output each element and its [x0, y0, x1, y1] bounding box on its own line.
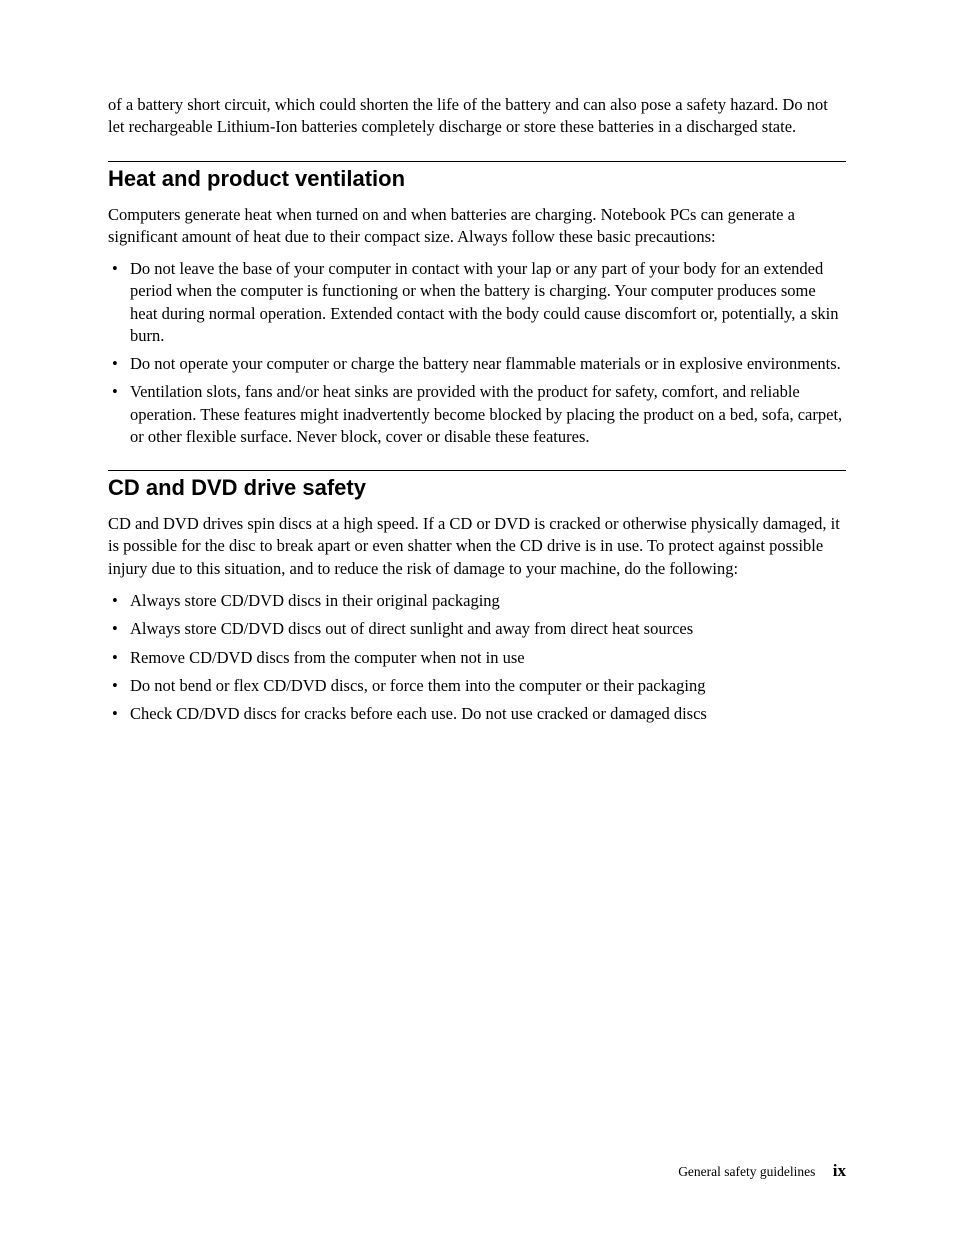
bullet-list-heat: Do not leave the base of your computer i…	[108, 258, 846, 448]
footer-label: General safety guidelines	[678, 1164, 815, 1179]
section-intro-heat: Computers generate heat when turned on a…	[108, 204, 846, 249]
section-heading-cd-dvd: CD and DVD drive safety	[108, 475, 846, 501]
section-divider	[108, 470, 846, 471]
list-item: Ventilation slots, fans and/or heat sink…	[108, 381, 846, 448]
bullet-list-cd-dvd: Always store CD/DVD discs in their origi…	[108, 590, 846, 725]
list-item: Do not bend or flex CD/DVD discs, or for…	[108, 675, 846, 697]
section-intro-cd-dvd: CD and DVD drives spin discs at a high s…	[108, 513, 846, 580]
list-item: Do not leave the base of your computer i…	[108, 258, 846, 347]
document-page: of a battery short circuit, which could …	[0, 0, 954, 1235]
list-item: Do not operate your computer or charge t…	[108, 353, 846, 375]
section-heading-heat: Heat and product ventilation	[108, 166, 846, 192]
list-item: Check CD/DVD discs for cracks before eac…	[108, 703, 846, 725]
list-item: Always store CD/DVD discs out of direct …	[108, 618, 846, 640]
intro-continued-paragraph: of a battery short circuit, which could …	[108, 94, 846, 139]
section-divider	[108, 161, 846, 162]
list-item: Remove CD/DVD discs from the computer wh…	[108, 647, 846, 669]
page-number: ix	[833, 1161, 846, 1180]
page-footer: General safety guidelines ix	[678, 1161, 846, 1181]
list-item: Always store CD/DVD discs in their origi…	[108, 590, 846, 612]
